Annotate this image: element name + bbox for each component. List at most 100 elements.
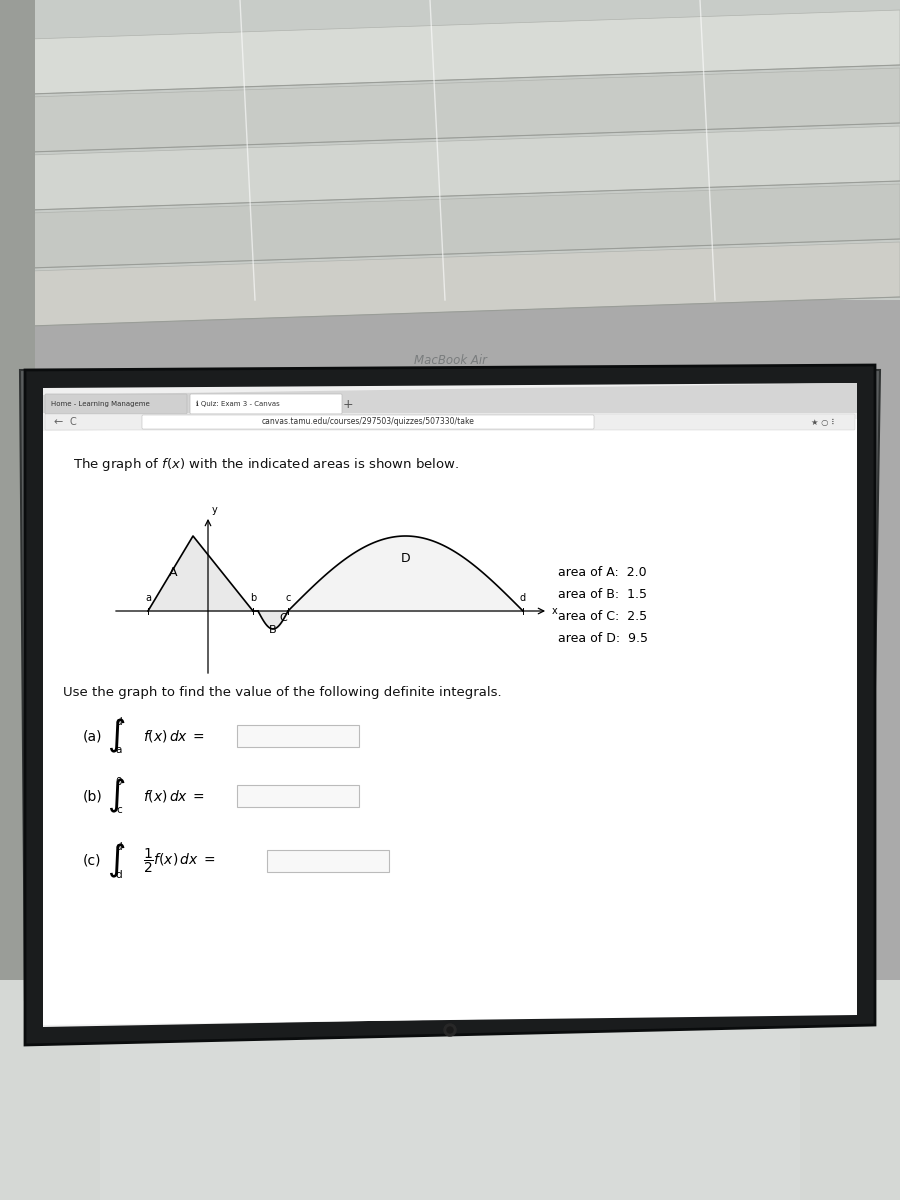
FancyBboxPatch shape [274, 499, 339, 523]
Text: $\dfrac{1}{2}f(x)\,dx\;=$: $\dfrac{1}{2}f(x)\,dx\;=$ [143, 847, 215, 875]
Polygon shape [148, 536, 253, 611]
FancyBboxPatch shape [166, 528, 238, 552]
FancyBboxPatch shape [237, 785, 359, 806]
Text: area of B:  1.5: area of B: 1.5 [558, 588, 647, 601]
FancyBboxPatch shape [730, 559, 811, 583]
FancyBboxPatch shape [119, 470, 182, 494]
FancyBboxPatch shape [106, 420, 163, 442]
FancyBboxPatch shape [231, 559, 312, 583]
Text: area of C:  2.5: area of C: 2.5 [558, 610, 647, 623]
Text: A: A [169, 566, 177, 578]
Text: +: + [343, 397, 354, 410]
Polygon shape [0, 68, 900, 152]
FancyBboxPatch shape [248, 470, 311, 494]
FancyBboxPatch shape [45, 414, 855, 430]
Polygon shape [43, 383, 857, 413]
Text: area of D:  9.5: area of D: 9.5 [558, 632, 648, 646]
Text: MacBook Air: MacBook Air [413, 354, 487, 366]
FancyBboxPatch shape [709, 444, 769, 467]
FancyBboxPatch shape [313, 470, 376, 494]
FancyBboxPatch shape [646, 559, 727, 583]
FancyBboxPatch shape [94, 528, 165, 552]
FancyBboxPatch shape [100, 444, 158, 467]
FancyBboxPatch shape [165, 420, 220, 442]
Text: $\int$: $\int$ [107, 842, 125, 880]
Text: C: C [279, 613, 287, 623]
Polygon shape [30, 630, 60, 670]
Text: The graph of $f(x)$ with the indicated areas is shown below.: The graph of $f(x)$ with the indicated a… [73, 456, 459, 473]
FancyBboxPatch shape [314, 559, 395, 583]
FancyBboxPatch shape [770, 444, 830, 467]
Text: b: b [250, 593, 256, 602]
Polygon shape [43, 419, 857, 1025]
Text: d: d [116, 842, 122, 852]
FancyBboxPatch shape [563, 559, 644, 583]
FancyBboxPatch shape [704, 470, 767, 494]
Text: ←: ← [53, 416, 63, 427]
FancyBboxPatch shape [588, 444, 646, 467]
FancyBboxPatch shape [465, 444, 525, 467]
FancyBboxPatch shape [512, 420, 569, 442]
FancyBboxPatch shape [297, 672, 603, 868]
FancyBboxPatch shape [281, 420, 337, 442]
FancyBboxPatch shape [239, 528, 310, 552]
FancyBboxPatch shape [458, 528, 529, 552]
FancyBboxPatch shape [100, 1000, 800, 1200]
FancyBboxPatch shape [803, 420, 859, 442]
FancyBboxPatch shape [49, 420, 104, 442]
FancyBboxPatch shape [142, 415, 594, 428]
Polygon shape [0, 126, 900, 211]
FancyBboxPatch shape [649, 444, 707, 467]
Polygon shape [0, 10, 900, 95]
Text: B: B [269, 625, 277, 635]
FancyBboxPatch shape [398, 559, 479, 583]
Text: C: C [69, 416, 76, 427]
FancyBboxPatch shape [526, 444, 586, 467]
Text: $\int$: $\int$ [107, 776, 125, 815]
Text: y: y [212, 505, 218, 515]
Text: d: d [116, 870, 122, 880]
FancyBboxPatch shape [237, 725, 359, 746]
Text: x: x [552, 606, 558, 616]
Polygon shape [43, 383, 857, 1027]
Text: d: d [116, 716, 122, 727]
FancyBboxPatch shape [397, 420, 453, 442]
Text: $f(x)\,dx\;=$: $f(x)\,dx\;=$ [143, 788, 205, 804]
FancyBboxPatch shape [0, 0, 35, 1200]
FancyBboxPatch shape [312, 528, 383, 552]
Text: 0: 0 [116, 778, 122, 787]
FancyBboxPatch shape [743, 499, 808, 523]
FancyBboxPatch shape [638, 470, 701, 494]
Text: Home - Learning Manageme: Home - Learning Manageme [51, 401, 149, 407]
FancyBboxPatch shape [628, 420, 685, 442]
FancyBboxPatch shape [140, 499, 205, 523]
Text: D: D [400, 552, 410, 565]
FancyBboxPatch shape [409, 499, 473, 523]
FancyBboxPatch shape [687, 420, 742, 442]
Text: canvas.tamu.edu/courses/297503/quizzes/507330/take: canvas.tamu.edu/courses/297503/quizzes/5… [262, 418, 474, 426]
FancyBboxPatch shape [338, 420, 394, 442]
FancyBboxPatch shape [341, 499, 407, 523]
FancyBboxPatch shape [148, 559, 230, 583]
Polygon shape [0, 242, 900, 326]
Text: ★ ○ ⠇: ★ ○ ⠇ [811, 418, 837, 426]
Text: d: d [520, 593, 526, 602]
Text: a: a [145, 593, 151, 602]
FancyBboxPatch shape [267, 850, 389, 872]
Circle shape [447, 1027, 453, 1033]
FancyBboxPatch shape [344, 444, 402, 467]
FancyBboxPatch shape [744, 420, 800, 442]
FancyBboxPatch shape [444, 470, 507, 494]
Text: $\int$: $\int$ [107, 716, 125, 755]
FancyBboxPatch shape [0, 980, 900, 1200]
FancyBboxPatch shape [74, 499, 139, 523]
FancyBboxPatch shape [379, 470, 442, 494]
FancyBboxPatch shape [0, 0, 900, 300]
FancyBboxPatch shape [45, 394, 187, 414]
FancyBboxPatch shape [677, 499, 742, 523]
FancyBboxPatch shape [508, 470, 572, 494]
FancyBboxPatch shape [573, 470, 636, 494]
FancyBboxPatch shape [222, 420, 278, 442]
FancyBboxPatch shape [605, 528, 676, 552]
FancyBboxPatch shape [160, 444, 220, 467]
